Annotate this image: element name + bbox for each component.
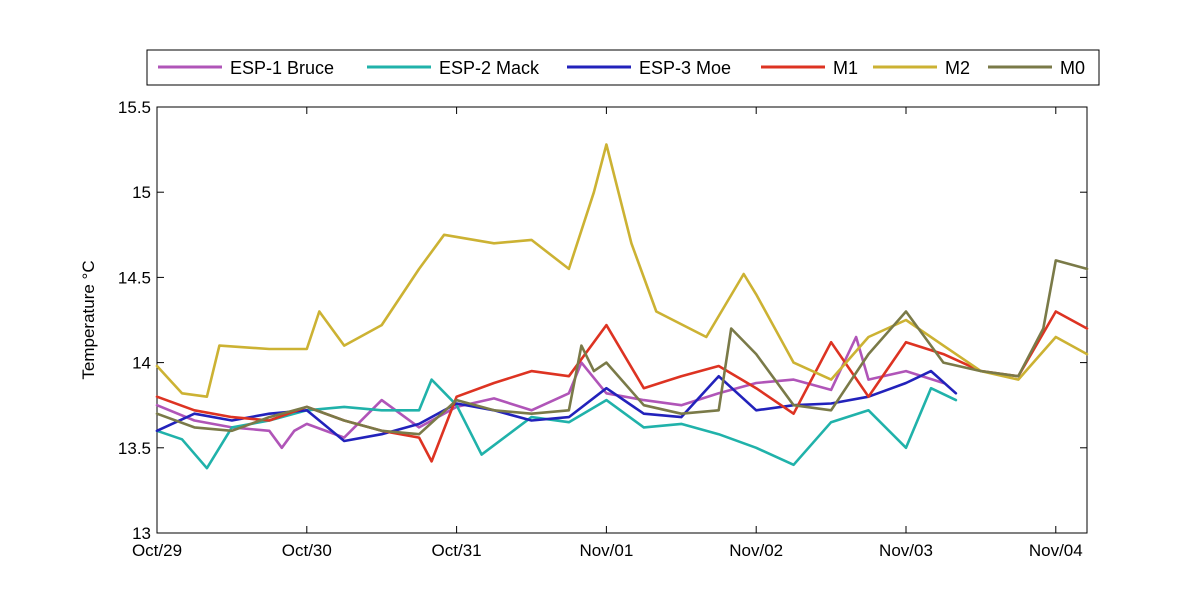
legend-label-esp-2-mack: ESP-2 Mack [439,58,540,78]
legend-label-esp-1-bruce: ESP-1 Bruce [230,58,334,78]
y-tick-label: 13.5 [118,439,151,458]
y-tick-label: 15.5 [118,98,151,117]
x-tick-label: Nov/01 [579,541,633,560]
series-layer [155,143,1089,470]
x-tick-label: Nov/03 [879,541,933,560]
axes-layer: 13 13.5 14 14.5 15 15.5 Oct/29 Oct/30 Oct/31 Nov/… [118,98,1087,560]
x-tick-label: Nov/02 [729,541,783,560]
plot-frame [156,106,1088,534]
y-tick-label: 15 [132,183,151,202]
y-axis-label: Temperature °C [79,260,98,379]
series-line-m2 [155,143,1089,399]
x-tick-label: Oct/31 [432,541,482,560]
y-tick-label: 13 [132,524,151,543]
y-tick-label: 14 [132,354,151,373]
legend-label-m0: M0 [1060,58,1085,78]
x-tick-label: Oct/30 [282,541,332,560]
legend-label-m2: M2 [945,58,970,78]
series-line-esp-1-bruce [155,335,945,450]
y-tick-label: 14.5 [118,268,151,287]
legend-label-m1: M1 [833,58,858,78]
series-line-m0 [155,259,1089,436]
legend-label-esp-3-moe: ESP-3 Moe [639,58,731,78]
x-tick-label: Nov/04 [1029,541,1083,560]
x-tick-label: Oct/29 [132,541,182,560]
